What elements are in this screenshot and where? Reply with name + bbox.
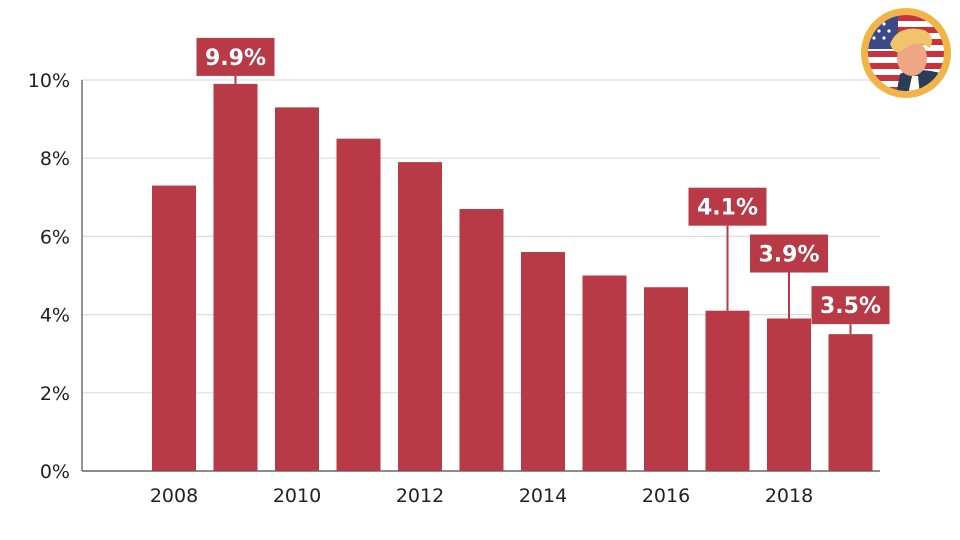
y-tick-label: 10% xyxy=(28,70,70,92)
data-label: 3.5% xyxy=(820,294,881,319)
y-tick-label: 4% xyxy=(40,305,70,327)
bar-2008 xyxy=(152,185,196,471)
bar-2012 xyxy=(398,162,442,472)
bar-2018 xyxy=(767,318,811,471)
y-tick-label: 6% xyxy=(40,226,70,248)
x-tick-label: 2014 xyxy=(519,485,567,507)
data-label-box xyxy=(688,187,767,226)
bar-2017 xyxy=(705,310,750,471)
data-label-box xyxy=(750,234,828,273)
x-tick-label: 2018 xyxy=(765,485,813,507)
y-tick-label: 8% xyxy=(40,148,70,170)
y-tick-label: 2% xyxy=(40,383,70,405)
bar-2010 xyxy=(275,107,319,472)
bar-2014 xyxy=(521,252,565,471)
bar-2011 xyxy=(336,138,381,471)
y-tick-label: 0% xyxy=(40,461,70,483)
data-label: 9.9% xyxy=(205,46,266,71)
bar-2009 xyxy=(213,83,258,471)
data-label-box xyxy=(196,37,275,76)
flag-portrait-badge-icon xyxy=(861,8,951,98)
bar-2015 xyxy=(582,275,627,471)
bar-2016 xyxy=(644,287,688,471)
axes: 0% 2% 4% 6% 8% 10% 2008 2010 2012 2014 2016 2018 xyxy=(28,70,813,507)
data-label: 3.9% xyxy=(758,243,819,268)
x-tick-label: 2012 xyxy=(396,485,444,507)
x-tick-label: 2008 xyxy=(150,485,198,507)
x-tick-label: 2016 xyxy=(642,485,690,507)
x-tick-label: 2010 xyxy=(273,485,321,507)
data-label: 4.1% xyxy=(697,196,758,221)
data-label-box xyxy=(811,286,890,325)
bars xyxy=(152,83,873,472)
data-labels: 9.9% 4.1%3.9% 3.5% xyxy=(196,37,890,335)
bar-2019 xyxy=(828,334,873,471)
bar-2013 xyxy=(459,209,504,471)
